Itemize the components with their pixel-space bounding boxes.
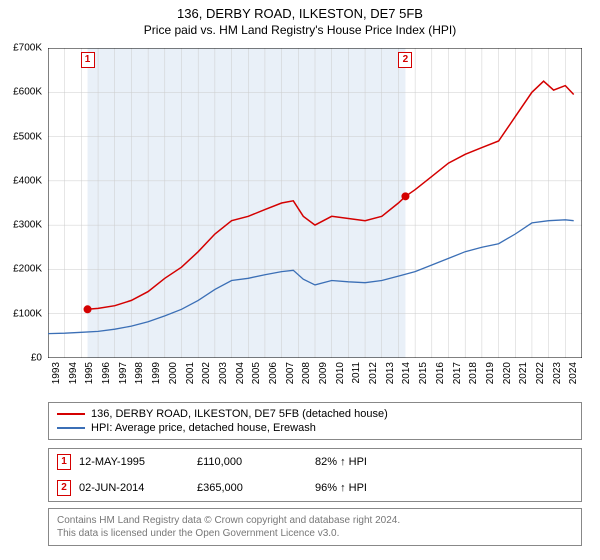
x-tick-label: 2020 bbox=[502, 362, 513, 384]
y-tick-label: £100K bbox=[13, 308, 42, 319]
x-tick-label: 2024 bbox=[568, 362, 579, 384]
x-tick-label: 2014 bbox=[401, 362, 412, 384]
sale-marker-1: 1 bbox=[81, 52, 95, 68]
x-tick-label: 2002 bbox=[201, 362, 212, 384]
x-tick-label: 2019 bbox=[485, 362, 496, 384]
x-tick-label: 2001 bbox=[185, 362, 196, 384]
x-axis-labels: 1993 1994 1995 1996 1997 1998 1999 2000 2001 2002… bbox=[48, 360, 582, 400]
legend-label-hpi: HPI: Average price, detached house, Erew… bbox=[91, 422, 316, 434]
x-tick-label: 2005 bbox=[251, 362, 262, 384]
y-tick-label: £200K bbox=[13, 264, 42, 275]
sales-row: 1 12-MAY-1995 £110,000 82% ↑ HPI bbox=[49, 449, 581, 475]
legend-box: 136, DERBY ROAD, ILKESTON, DE7 5FB (deta… bbox=[48, 402, 582, 440]
sale-price: £365,000 bbox=[197, 482, 307, 494]
y-axis-labels: £0£100K£200K£300K£400K£500K£600K£700K bbox=[0, 48, 46, 358]
x-tick-label: 1995 bbox=[84, 362, 95, 384]
x-tick-label: 2003 bbox=[218, 362, 229, 384]
title-address: 136, DERBY ROAD, ILKESTON, DE7 5FB bbox=[0, 6, 600, 21]
x-tick-label: 1997 bbox=[118, 362, 129, 384]
x-tick-label: 2022 bbox=[535, 362, 546, 384]
x-tick-label: 2017 bbox=[452, 362, 463, 384]
y-tick-label: £500K bbox=[13, 131, 42, 142]
sale-pct: 82% ↑ HPI bbox=[315, 456, 475, 468]
x-tick-label: 2000 bbox=[168, 362, 179, 384]
sales-row: 2 02-JUN-2014 £365,000 96% ↑ HPI bbox=[49, 475, 581, 501]
x-tick-label: 1999 bbox=[151, 362, 162, 384]
legend-label-property: 136, DERBY ROAD, ILKESTON, DE7 5FB (deta… bbox=[91, 408, 388, 420]
sale-date: 12-MAY-1995 bbox=[79, 456, 189, 468]
legend: 136, DERBY ROAD, ILKESTON, DE7 5FB (deta… bbox=[48, 402, 582, 440]
x-tick-label: 1996 bbox=[101, 362, 112, 384]
y-tick-label: £0 bbox=[31, 353, 42, 364]
legend-swatch-hpi bbox=[57, 427, 85, 429]
y-tick-label: £300K bbox=[13, 220, 42, 231]
legend-swatch-property bbox=[57, 413, 85, 415]
x-tick-label: 1993 bbox=[51, 362, 62, 384]
y-tick-label: £700K bbox=[13, 43, 42, 54]
title-subtitle: Price paid vs. HM Land Registry's House … bbox=[0, 23, 600, 37]
title-block: 136, DERBY ROAD, ILKESTON, DE7 5FB Price… bbox=[0, 0, 600, 37]
x-tick-label: 2004 bbox=[235, 362, 246, 384]
sale-marker-2: 2 bbox=[398, 52, 412, 68]
sale-pct: 96% ↑ HPI bbox=[315, 482, 475, 494]
x-tick-label: 2018 bbox=[468, 362, 479, 384]
x-tick-label: 2006 bbox=[268, 362, 279, 384]
sale-date: 02-JUN-2014 bbox=[79, 482, 189, 494]
y-tick-label: £600K bbox=[13, 87, 42, 98]
sale-index-badge: 1 bbox=[57, 454, 71, 470]
legend-row-hpi: HPI: Average price, detached house, Erew… bbox=[57, 421, 573, 435]
x-tick-label: 2013 bbox=[385, 362, 396, 384]
footer-attribution: Contains HM Land Registry data © Crown c… bbox=[48, 508, 582, 546]
x-tick-label: 2011 bbox=[351, 362, 362, 384]
sale-index-badge: 2 bbox=[57, 480, 71, 496]
x-tick-label: 2010 bbox=[335, 362, 346, 384]
x-tick-label: 1998 bbox=[134, 362, 145, 384]
legend-row-property: 136, DERBY ROAD, ILKESTON, DE7 5FB (deta… bbox=[57, 407, 573, 421]
x-tick-label: 2015 bbox=[418, 362, 429, 384]
y-tick-label: £400K bbox=[13, 175, 42, 186]
sales-table: 1 12-MAY-1995 £110,000 82% ↑ HPI 2 02-JUN-201… bbox=[48, 448, 582, 502]
x-tick-label: 2021 bbox=[518, 362, 529, 384]
x-tick-label: 2007 bbox=[285, 362, 296, 384]
chart-svg bbox=[48, 48, 582, 358]
x-tick-label: 2009 bbox=[318, 362, 329, 384]
x-tick-label: 2016 bbox=[435, 362, 446, 384]
x-tick-label: 2008 bbox=[301, 362, 312, 384]
x-tick-label: 2012 bbox=[368, 362, 379, 384]
footer-line1: Contains HM Land Registry data © Crown c… bbox=[57, 514, 573, 527]
chart-plot-area bbox=[48, 48, 582, 358]
x-tick-label: 2023 bbox=[552, 362, 563, 384]
footer-line2: This data is licensed under the Open Gov… bbox=[57, 527, 573, 540]
x-tick-label: 1994 bbox=[68, 362, 79, 384]
chart-container: 136, DERBY ROAD, ILKESTON, DE7 5FB Price… bbox=[0, 0, 600, 560]
sale-price: £110,000 bbox=[197, 456, 307, 468]
